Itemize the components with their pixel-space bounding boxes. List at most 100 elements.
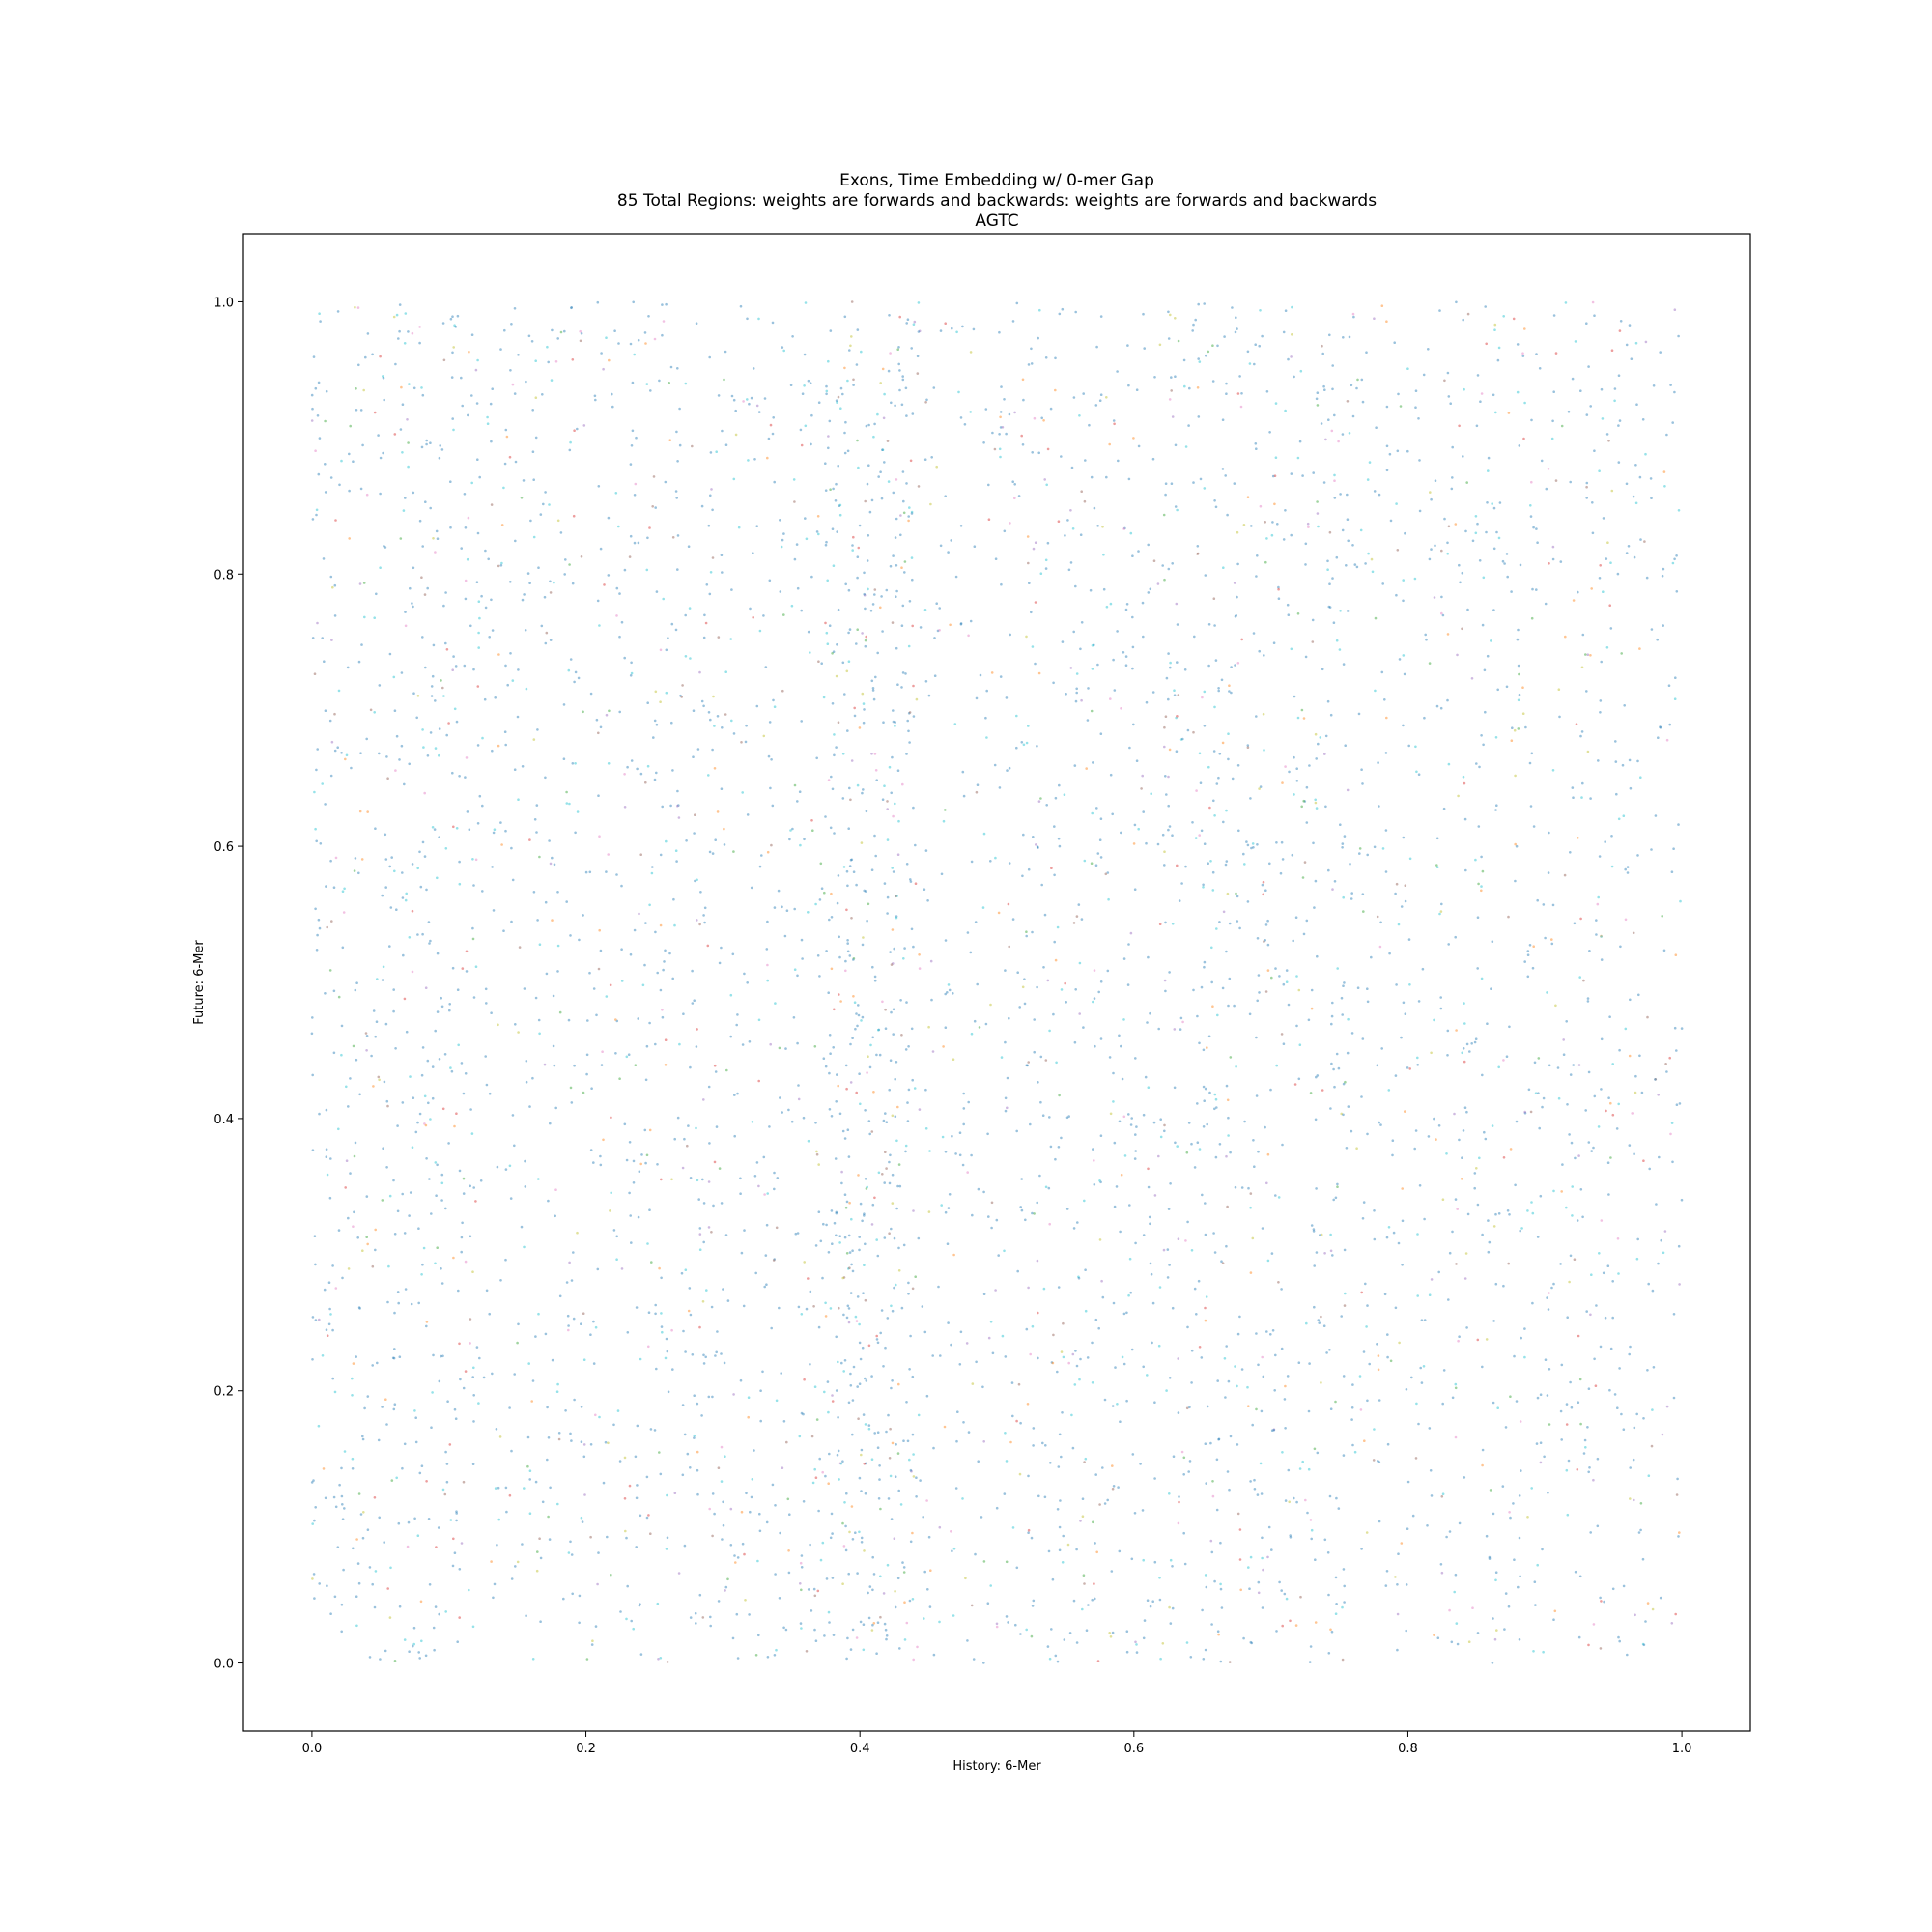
scatter-point — [1523, 960, 1526, 963]
scatter-point — [1105, 396, 1108, 399]
scatter-point — [1058, 1433, 1062, 1436]
scatter-point — [1309, 1519, 1313, 1521]
scatter-point — [766, 963, 769, 967]
scatter-point — [1366, 1399, 1369, 1403]
scatter-point — [434, 1161, 438, 1164]
y-tick-label: 0.0 — [213, 1658, 234, 1672]
scatter-point — [384, 886, 388, 889]
scatter-point — [743, 1229, 746, 1232]
scatter-point — [490, 440, 493, 443]
scatter-point — [1118, 1120, 1122, 1123]
scatter-point — [867, 1424, 871, 1427]
scatter-point — [991, 1351, 995, 1355]
scatter-point — [351, 1467, 355, 1470]
scatter-point — [827, 1410, 830, 1414]
scatter-point — [891, 621, 895, 624]
scatter-point — [1680, 1198, 1684, 1202]
scatter-point — [867, 464, 870, 468]
scatter-point — [1262, 893, 1264, 896]
scatter-point — [1193, 635, 1196, 639]
scatter-point — [1590, 1273, 1593, 1276]
scatter-point — [1093, 997, 1096, 1000]
scatter-point — [1040, 883, 1043, 887]
scatter-point — [845, 1316, 849, 1320]
scatter-point — [332, 886, 336, 889]
scatter-point — [1307, 1018, 1311, 1022]
scatter-point — [1350, 892, 1353, 895]
scatter-point — [1130, 1557, 1134, 1561]
scatter-point — [1109, 697, 1112, 700]
scatter-point — [1346, 1051, 1350, 1055]
scatter-point — [567, 668, 571, 672]
scatter-point — [1093, 506, 1096, 510]
scatter-point — [830, 967, 834, 971]
scatter-point — [1577, 1064, 1581, 1066]
scatter-point — [902, 957, 905, 960]
scatter-point — [1662, 949, 1666, 952]
scatter-point — [441, 1488, 445, 1492]
scatter-point — [1375, 426, 1378, 430]
scatter-point — [1610, 865, 1614, 868]
scatter-point — [620, 1267, 624, 1270]
scatter-point — [1467, 1640, 1471, 1643]
scatter-point — [681, 1166, 685, 1170]
scatter-point — [1078, 1012, 1081, 1015]
scatter-point — [1662, 624, 1664, 627]
scatter-point — [421, 728, 424, 731]
scatter-point — [1282, 330, 1286, 334]
scatter-point — [500, 524, 504, 526]
scatter-point — [1404, 1110, 1406, 1113]
scatter-point — [878, 1478, 881, 1481]
scatter-point — [871, 1036, 874, 1039]
scatter-point — [862, 1292, 865, 1294]
scatter-point — [1082, 1026, 1085, 1029]
scatter-point — [938, 1620, 941, 1624]
scatter-point — [1664, 1063, 1667, 1065]
scatter-point — [535, 804, 539, 807]
scatter-point — [1326, 568, 1329, 571]
scatter-point — [976, 783, 980, 786]
scatter-point — [1405, 1583, 1408, 1586]
scatter-point — [1532, 1650, 1535, 1653]
scatter-point — [999, 411, 1003, 413]
scatter-point — [1037, 336, 1039, 340]
scatter-point — [1585, 690, 1588, 693]
scatter-point — [1674, 953, 1678, 956]
scatter-point — [1044, 1185, 1048, 1189]
scatter-point — [1087, 687, 1090, 690]
scatter-point — [688, 607, 692, 610]
scatter-point — [908, 600, 912, 603]
scatter-point — [1365, 1325, 1368, 1328]
scatter-point — [1589, 405, 1592, 408]
scatter-point — [1597, 759, 1600, 762]
scatter-point — [989, 1003, 992, 1007]
scatter-point — [1584, 1446, 1587, 1449]
scatter-point — [1471, 1606, 1474, 1609]
scatter-point — [421, 1263, 424, 1266]
scatter-point — [849, 1042, 852, 1046]
scatter-point — [767, 437, 771, 440]
scatter-point — [829, 1052, 832, 1055]
scatter-point — [1350, 897, 1353, 900]
scatter-point — [1362, 910, 1365, 913]
scatter-point — [1535, 588, 1538, 591]
scatter-point — [925, 1499, 928, 1502]
scatter-point — [643, 963, 646, 967]
scatter-point — [1261, 1606, 1264, 1609]
scatter-point — [1026, 1403, 1030, 1406]
scatter-point — [423, 593, 427, 596]
scatter-point — [401, 871, 404, 874]
scatter-point — [1341, 1658, 1345, 1662]
scatter-point — [1211, 380, 1215, 383]
scatter-point — [635, 1306, 639, 1309]
scatter-point — [1151, 1301, 1155, 1305]
scatter-point — [1102, 553, 1105, 556]
scatter-point — [1674, 1612, 1677, 1616]
scatter-point — [979, 673, 982, 677]
scatter-point — [434, 1262, 437, 1265]
scatter-point — [403, 1232, 407, 1235]
scatter-point — [693, 999, 696, 1002]
scatter-point — [863, 593, 867, 597]
scatter-point — [1246, 900, 1250, 903]
scatter-point — [771, 1483, 775, 1487]
